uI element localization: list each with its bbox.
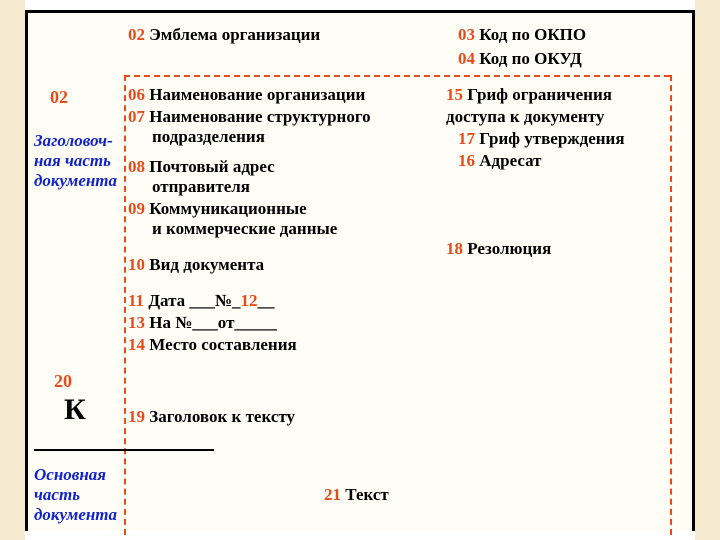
req-text-02: Эмблема организации: [149, 25, 320, 44]
req-num-21: 21: [324, 485, 341, 504]
item-15-l1: 15 Гриф ограничения: [446, 85, 612, 105]
req-num-12-inline: 12: [240, 291, 257, 310]
req-text-15-l2: доступа к документу: [446, 107, 604, 126]
item-09-l2: и коммерческие данные: [152, 219, 337, 239]
item-06: 06 Наименование организации: [128, 85, 365, 105]
item-16: 16 Адресат: [458, 151, 542, 171]
req-text-07-l2: подразделения: [152, 127, 265, 146]
req-num-07: 07: [128, 107, 145, 126]
req-num-16: 16: [458, 151, 475, 170]
section-label-2-l3: документа: [34, 505, 117, 525]
item-10: 10 Вид документа: [128, 255, 264, 275]
req-num-17: 17: [458, 129, 475, 148]
item-08-l1: 08 Почтовый адрес: [128, 157, 275, 177]
item-08-l2: отправителя: [152, 177, 250, 197]
section-label-1-l3: документа: [34, 171, 117, 191]
header-item-03: 03 Код по ОКПО: [458, 25, 586, 45]
req-text-03: Код по ОКПО: [479, 25, 586, 44]
req-num-08: 08: [128, 157, 145, 176]
req-text-11-before: Дата ___№_: [148, 291, 240, 310]
item-14: 14 Место составления: [128, 335, 297, 355]
req-text-13: На №___от_____: [149, 313, 277, 332]
req-text-21: Текст: [345, 485, 389, 504]
req-num-09: 09: [128, 199, 145, 218]
section-label-1-l2: ная часть: [34, 151, 111, 171]
req-text-06: Наименование организации: [149, 85, 365, 104]
item-17: 17 Гриф утверждения: [458, 129, 625, 149]
section-label-2-l2: часть: [34, 485, 80, 505]
item-11: 11 Дата ___№_12__: [128, 291, 274, 311]
req-text-04: Код по ОКУД: [479, 49, 582, 68]
req-num-03: 03: [458, 25, 475, 44]
req-num-15: 15: [446, 85, 463, 104]
req-text-07-l1: Наименование структурного: [149, 107, 370, 126]
req-text-11-after: __: [257, 291, 274, 310]
req-num-13: 13: [128, 313, 145, 332]
req-text-15-l1: Гриф ограничения: [467, 85, 612, 104]
req-text-08-l2: отправителя: [152, 177, 250, 196]
item-07-l2: подразделения: [152, 127, 265, 147]
item-21: 21 Текст: [324, 485, 389, 505]
req-text-14: Место составления: [149, 335, 296, 354]
item-09-l1: 09 Коммуникационные: [128, 199, 307, 219]
req-text-09-l1: Коммуникационные: [149, 199, 306, 218]
req-num-10: 10: [128, 255, 145, 274]
header-item-02: 02 Эмблема организации: [128, 25, 348, 45]
header-item-04: 04 Код по ОКУД: [458, 49, 582, 69]
req-text-19: Заголовок к тексту: [149, 407, 295, 426]
req-num-18: 18: [446, 239, 463, 258]
dashed-line-left: [124, 75, 126, 535]
req-text-16: Адресат: [479, 151, 541, 170]
item-07-l1: 07 Наименование структурного: [128, 107, 371, 127]
item-18: 18 Резолюция: [446, 239, 551, 259]
dashed-line-right: [670, 75, 672, 535]
req-text-09-l2: и коммерческие данные: [152, 219, 337, 238]
item-19: 19 Заголовок к тексту: [128, 407, 295, 427]
req-num-04: 04: [458, 49, 475, 68]
margin-num-20: 20: [54, 371, 72, 392]
req-text-10: Вид документа: [149, 255, 264, 274]
req-num-14: 14: [128, 335, 145, 354]
item-13: 13 На №___от_____: [128, 313, 277, 333]
section-label-2-l1: Основная: [34, 465, 106, 485]
document-frame: 02 Эмблема организации 03 Код по ОКПО 04…: [25, 10, 695, 531]
req-text-08-l1: Почтовый адрес: [149, 157, 274, 176]
dashed-line-top: [124, 75, 670, 77]
section-label-1-l1: Заголовоч-: [34, 131, 113, 151]
solid-separator: [34, 449, 214, 451]
margin-num-02: 02: [50, 87, 68, 108]
req-num-06: 06: [128, 85, 145, 104]
item-15-l2: доступа к документу: [446, 107, 604, 127]
req-num-02: 02: [128, 25, 145, 44]
margin-letter-k: К: [64, 393, 86, 428]
req-text-18: Резолюция: [467, 239, 551, 258]
req-num-19: 19: [128, 407, 145, 426]
req-text-17: Гриф утверждения: [479, 129, 624, 148]
req-num-11: 11: [128, 291, 144, 310]
